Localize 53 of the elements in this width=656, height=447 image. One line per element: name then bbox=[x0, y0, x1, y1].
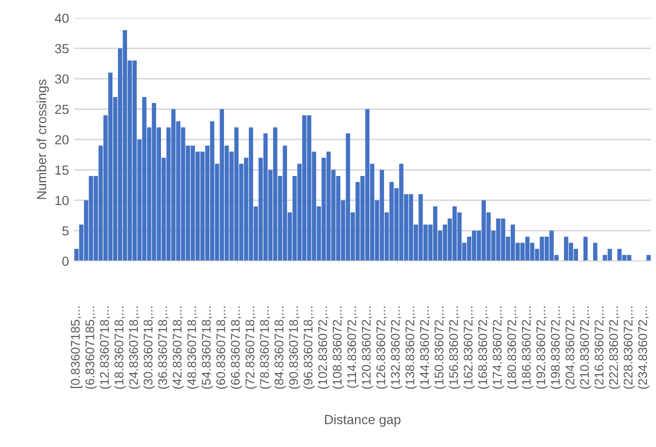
x-tick-label: (108.836072,... bbox=[332, 306, 344, 389]
x-tick-label: (96.8360718,... bbox=[303, 306, 315, 389]
x-tick-label: (114.836072,... bbox=[346, 306, 359, 388]
x-tick-label: (144.836072,... bbox=[420, 306, 432, 389]
x-axis-title: Distance gap bbox=[325, 414, 400, 427]
y-tick-label: 5 bbox=[62, 226, 69, 236]
x-tick-label: (18.8360718,... bbox=[114, 306, 126, 389]
y-tick-label: 10 bbox=[55, 196, 69, 206]
x-tick-label: (168.836072,... bbox=[478, 306, 490, 389]
x-tick-label: (6.83607185,... bbox=[85, 306, 97, 389]
x-tick-label: (198.836072,... bbox=[550, 306, 562, 389]
x-tick-label: (228.836072,... bbox=[623, 306, 635, 389]
y-tick-label: 15 bbox=[55, 166, 69, 175]
x-tick-label: (120.836072,... bbox=[362, 306, 374, 389]
x-tick-label: (222.836072,... bbox=[608, 306, 620, 389]
x-tick-label: (156.836072,... bbox=[448, 306, 460, 389]
x-tick-label: (72.8360718,... bbox=[245, 306, 257, 389]
x-tick-label: (54.8360718,... bbox=[202, 306, 214, 389]
x-tick-label: (150.836072,... bbox=[434, 306, 446, 389]
y-tick-label: 20 bbox=[55, 135, 69, 144]
x-tick-label: (180.836072,... bbox=[506, 306, 519, 389]
x-tick-label: (210.836072,... bbox=[580, 306, 592, 389]
y-tick-label: 0 bbox=[62, 256, 69, 266]
x-tick-label: (24.8360718,... bbox=[128, 306, 140, 389]
y-tick-label: 40 bbox=[54, 14, 69, 23]
x-tick-label: (102.836072,... bbox=[318, 306, 330, 389]
y-tick-label: 30 bbox=[54, 74, 69, 84]
x-tick-label: (84.8360718,... bbox=[274, 306, 286, 389]
x-tick-label: (192.836072,... bbox=[536, 306, 548, 389]
x-tick-label: (48.8360718,... bbox=[186, 306, 199, 389]
y-tick-label: 35 bbox=[54, 44, 69, 54]
x-tick-label: (30.8360718,... bbox=[143, 306, 155, 389]
x-tick-label: (60.8360718,... bbox=[216, 306, 228, 389]
x-tick-label: (12.8360718,... bbox=[100, 306, 112, 389]
x-tick-label: (78.8360718,... bbox=[260, 306, 272, 389]
x-tick-label: (204.836072,... bbox=[565, 306, 577, 389]
x-tick-label: (36.8360718,... bbox=[158, 306, 170, 389]
x-tick-label: (126.836072,... bbox=[376, 306, 388, 389]
x-tick-label: (138.836072,... bbox=[405, 306, 417, 389]
x-tick-label: (90.8360718,... bbox=[288, 306, 300, 389]
x-tick-label: (216.836072,... bbox=[594, 306, 606, 389]
x-tick-label: [0.83607185,... bbox=[70, 306, 82, 388]
x-tick-label: (162.836072,... bbox=[463, 306, 475, 389]
x-tick-label: (174.836072,... bbox=[492, 306, 504, 389]
y-axis-title: Number of crossings bbox=[36, 79, 49, 199]
y-tick-label: 25 bbox=[55, 104, 69, 114]
x-tick-label: (186.836072,... bbox=[522, 306, 534, 389]
bar bbox=[583, 236, 588, 261]
x-tick-label: (132.836072,... bbox=[390, 306, 402, 389]
x-tick-label: (42.8360718,... bbox=[172, 306, 184, 389]
x-tick-label: (66.8360718,... bbox=[230, 306, 242, 389]
bar bbox=[593, 242, 598, 261]
x-tick-label: (234.836072,... bbox=[638, 306, 650, 389]
